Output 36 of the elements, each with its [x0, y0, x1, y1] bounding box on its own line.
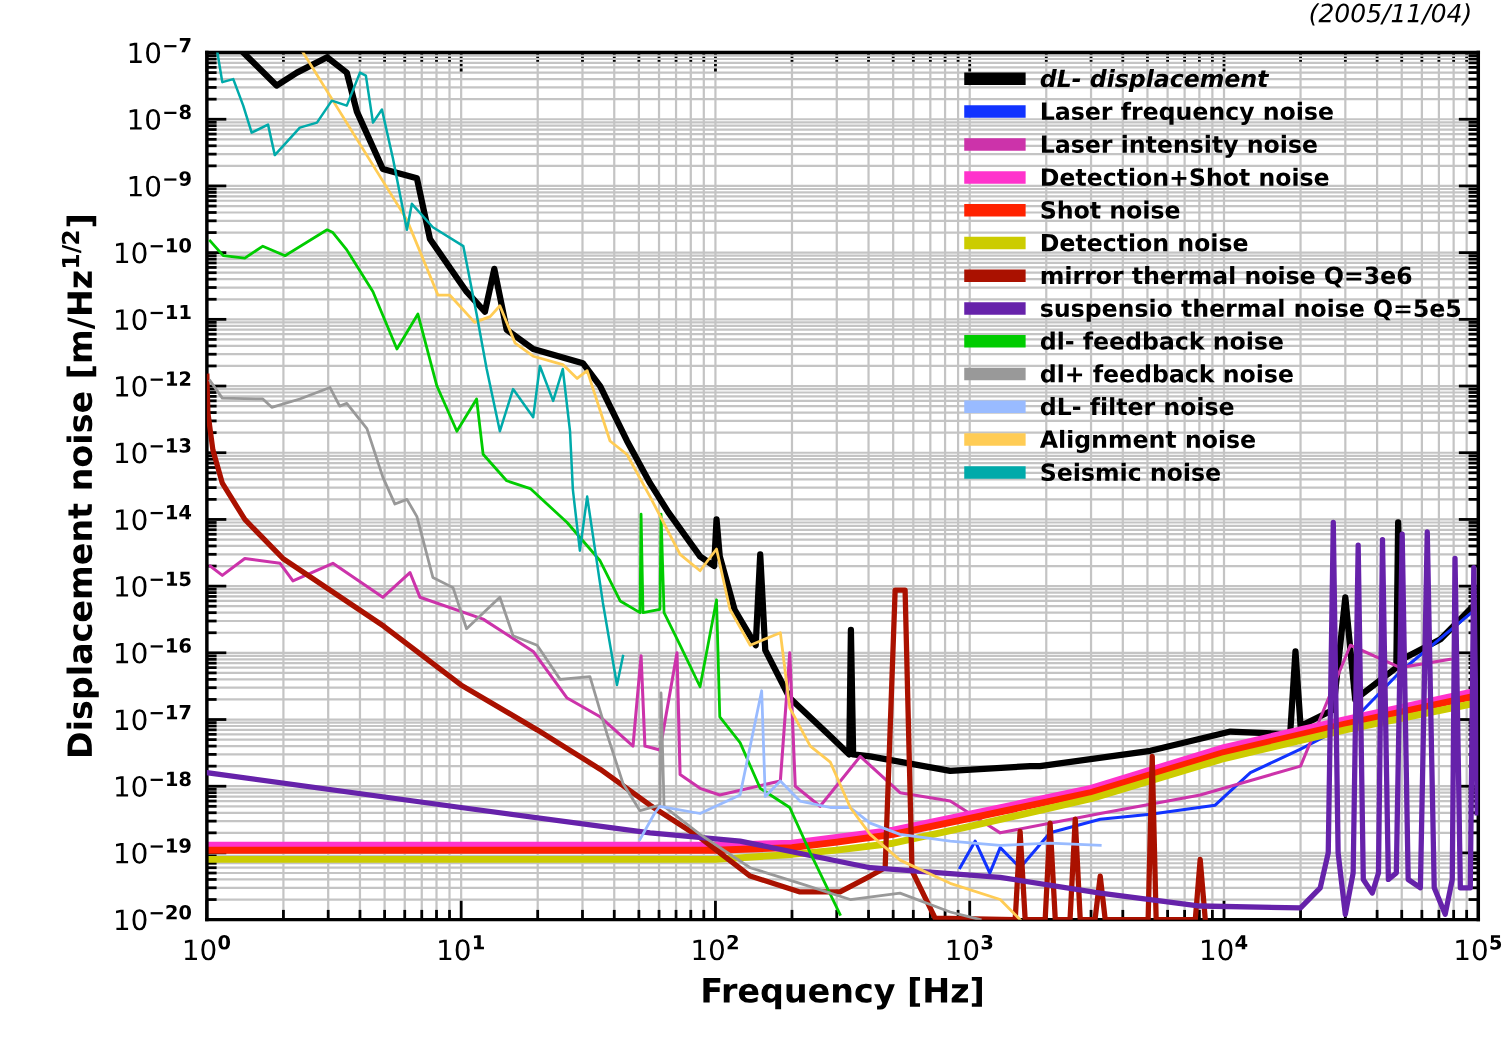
- y-tick-label: 10$^{−15}$: [116, 571, 191, 597]
- legend-label: Seismic noise: [1041, 462, 1220, 482]
- y-tick-label: 10$^{−9}$: [129, 171, 191, 197]
- legend-label: dl- feedback noise: [1040, 331, 1283, 350]
- y-axis-title: Displacement noise [m/Hz$^{1/2}$]: [61, 216, 99, 757]
- y-tick-label: 10$^{−12}$: [116, 371, 191, 397]
- legend-label: Laser frequency noise: [1041, 101, 1333, 125]
- legend-label: suspensio thermal noise Q=5e5: [1041, 298, 1461, 322]
- y-tick-label: 10$^{−8}$: [129, 104, 191, 130]
- x-tick-label: 10$^{4}$: [1202, 935, 1248, 961]
- y-tick-label: 10$^{−17}$: [116, 705, 191, 731]
- y-tick-label: 10$^{−10}$: [116, 237, 192, 264]
- y-tick-label: 10$^{−20}$: [116, 904, 192, 931]
- y-tick-label: 10$^{−11}$: [116, 304, 191, 331]
- x-tick-label: 10$^{0}$: [184, 934, 231, 961]
- y-tick-label: 10$^{−14}$: [116, 504, 192, 531]
- y-tick-label: 10$^{−19}$: [116, 838, 191, 864]
- y-tick-label: 10$^{−13}$: [116, 438, 191, 464]
- legend-label: mirror thermal noise Q=3e6: [1041, 266, 1412, 288]
- x-tick-label: 10$^{3}$: [947, 934, 993, 961]
- legend-label: dl+ feedback noise: [1040, 364, 1293, 383]
- x-tick-label: 10$^{1}$: [439, 935, 484, 961]
- y-tick-label: 10$^{−16}$: [116, 638, 191, 664]
- x-tick-label: 10$^{5}$: [1456, 935, 1502, 961]
- legend-label: Shot noise: [1041, 200, 1180, 219]
- legend-label: dL- filter noise: [1040, 397, 1234, 416]
- legend-label: Alignment noise: [1039, 429, 1255, 453]
- legend-label: dL- displacement: [1040, 69, 1270, 92]
- x-tick-label: 10$^{2}$: [693, 934, 738, 961]
- legend-label: Detection+Shot noise: [1041, 167, 1329, 187]
- x-axis-title: Frequency [Hz]: [703, 977, 982, 1010]
- legend-label: Detection noise: [1041, 233, 1248, 252]
- y-tick-label: 10$^{−18}$: [116, 771, 191, 797]
- legend-label: Laser intensity noise: [1041, 134, 1317, 158]
- text: (2005/11/04): [1310, 3, 1470, 26]
- y-tick-label: 10$^{−7}$: [129, 38, 191, 64]
